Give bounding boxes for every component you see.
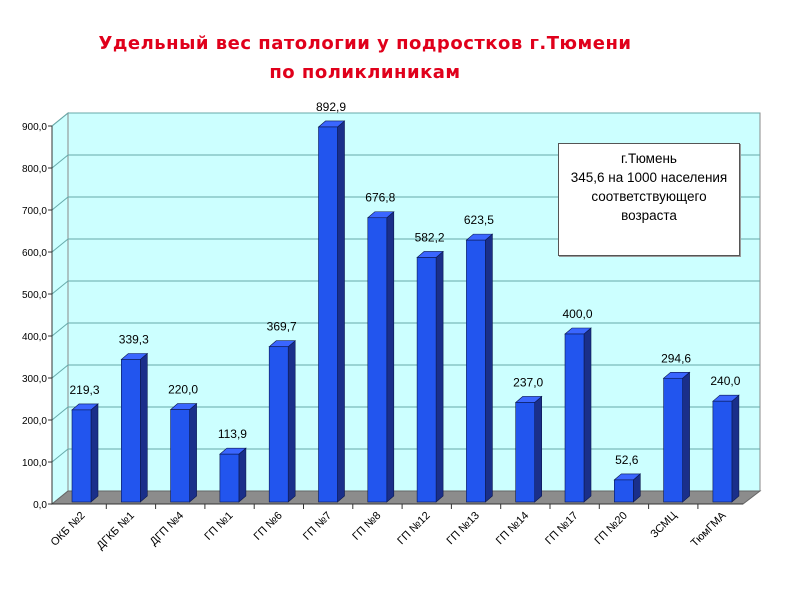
bar-front	[71, 409, 92, 503]
annotation-line: соответствующего	[591, 189, 707, 204]
bar	[514, 395, 543, 503]
bar-front	[515, 402, 536, 503]
bar-side	[731, 394, 740, 503]
bar	[416, 250, 444, 503]
data-label: 240,0	[710, 374, 740, 388]
bar	[268, 340, 297, 503]
bar-front	[367, 217, 388, 503]
x-tick-label: ГП №14	[494, 510, 531, 547]
y-tick-label: 900,0	[22, 122, 47, 133]
gridline-side	[51, 322, 69, 337]
bar	[564, 327, 592, 503]
data-label: 339,3	[119, 332, 149, 346]
bar-side	[485, 233, 493, 503]
bar-front	[318, 126, 338, 503]
data-label: 369,7	[267, 320, 297, 334]
y-tick-label: 600,0	[22, 248, 47, 259]
data-label: 400,0	[562, 307, 592, 321]
bar-front	[416, 257, 437, 503]
bar-side	[534, 395, 543, 503]
bar	[317, 120, 346, 503]
bar-side	[140, 352, 148, 503]
x-tick-label: ДГКБ №1	[94, 510, 136, 552]
bar-side	[386, 211, 395, 503]
bar-front	[121, 359, 141, 503]
annotation-line: г.Тюмень	[621, 151, 677, 166]
x-tick-label: ЗСМЦ	[648, 510, 679, 541]
y-tick-label: 400,0	[22, 332, 47, 343]
y-tick-label: 500,0	[22, 290, 47, 301]
bar	[662, 371, 691, 503]
chart-subtitle: по поликлиникам	[269, 62, 461, 83]
x-tick-label: ГП №20	[592, 510, 629, 547]
y-tick-label: 200,0	[22, 416, 47, 427]
gridline-side	[51, 448, 69, 463]
bar-side	[337, 120, 345, 503]
y-tick-label: 0,0	[33, 500, 47, 511]
bar-front	[564, 333, 585, 503]
side-wall	[51, 111, 69, 506]
y-tick-label: 700,0	[22, 206, 47, 217]
annotation-line: возраста	[621, 208, 677, 223]
bar-front	[712, 400, 733, 503]
x-tick-label: ГП №17	[543, 510, 580, 547]
bar-side	[682, 371, 690, 503]
bar-side	[189, 402, 197, 503]
data-label: 623,5	[464, 213, 494, 227]
y-tick-label: 100,0	[22, 458, 47, 469]
floor	[50, 490, 762, 505]
x-tick-label: ГП №6	[252, 510, 285, 543]
x-tick-label: ГП №1	[202, 510, 235, 543]
x-tick-label: ОКБ №2	[49, 510, 88, 549]
gridline-side	[51, 154, 69, 169]
gridline-side	[51, 406, 69, 421]
gridline-side	[51, 238, 69, 253]
bar-side	[287, 340, 296, 503]
bar-front	[466, 239, 486, 503]
data-label: 113,9	[218, 427, 247, 441]
y-tick-label: 300,0	[22, 374, 47, 385]
bar	[120, 352, 149, 503]
gridline-side	[51, 196, 69, 211]
bar	[613, 473, 642, 503]
x-tick-label: ГП №12	[395, 510, 432, 547]
bar	[71, 403, 99, 503]
bar-front	[219, 453, 240, 503]
bar-side	[583, 327, 592, 503]
gridline-side	[51, 112, 69, 127]
gridline-side	[51, 364, 69, 379]
x-tick-label: ГП №13	[445, 510, 482, 547]
bar	[712, 394, 740, 503]
bar	[169, 402, 198, 503]
x-tick-label: ГП №7	[301, 510, 334, 543]
x-tick-label: ГП №8	[350, 510, 383, 543]
x-tick-label: ТюмГМА	[689, 509, 729, 549]
bar	[219, 447, 247, 503]
bar-front	[268, 346, 289, 503]
bar-front	[170, 409, 190, 503]
data-label: 294,6	[661, 351, 691, 365]
gridline-side	[51, 280, 69, 295]
data-label: 52,6	[615, 453, 639, 467]
bar-side	[90, 403, 99, 503]
bar-side	[435, 250, 444, 503]
x-tick-label: ДГП №4	[148, 510, 186, 548]
data-label: 237,0	[513, 375, 543, 389]
bar	[366, 211, 395, 503]
bar	[465, 233, 494, 503]
annotation-line: 345,6 на 1000 населения	[570, 170, 728, 185]
data-label: 892,9	[316, 100, 346, 114]
bar-front	[663, 377, 683, 503]
annotation-box: г.Тюмень 345,6 на 1000 населения соответ…	[558, 143, 740, 256]
data-label: 220,0	[168, 383, 198, 397]
data-label: 676,8	[365, 191, 395, 205]
data-label: 219,3	[69, 383, 99, 397]
bar-front	[613, 479, 634, 503]
data-label: 582,2	[415, 230, 445, 244]
bar-side	[238, 447, 247, 503]
chart-title: Удельный вес патологии у подростков г.Тю…	[98, 33, 632, 54]
y-tick-label: 800,0	[22, 164, 47, 175]
